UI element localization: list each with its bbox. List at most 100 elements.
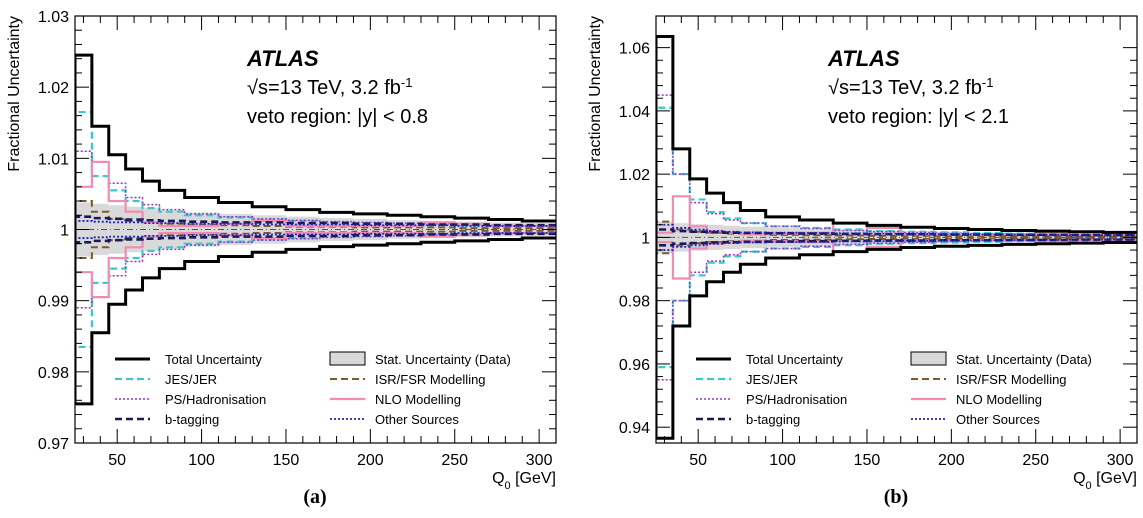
y-tick-label: 1 — [641, 230, 650, 247]
legend-entry: Other Sources — [911, 412, 1040, 427]
legend-label: JES/JER — [165, 372, 217, 387]
legend-entry: NLO Modelling — [911, 392, 1042, 407]
legend-entry: Other Sources — [330, 412, 459, 427]
y-axis-title: Fractional Uncertainty — [6, 16, 23, 172]
series-lower-step — [656, 237, 1137, 251]
chart-panel-2: 0.94 0.96 0.98 1 1.02 1.04 1.06 50 100 150 200 250 3… — [587, 15, 1138, 492]
atlas-label: ATLAS — [827, 46, 900, 71]
series-jes-jer — [656, 106, 1137, 369]
x-tick-label: 200 — [938, 452, 965, 469]
legend-entry: JES/JER — [115, 372, 217, 387]
stat-band-bin — [91, 203, 109, 256]
x-tick-label: 250 — [1022, 452, 1049, 469]
legend-label: Total Uncertainty — [746, 352, 843, 367]
panel-caption: (b) — [884, 486, 908, 508]
legend-label: Other Sources — [375, 412, 459, 427]
legend-label: Stat. Uncertainty (Data) — [375, 352, 511, 367]
stat-band-bin — [125, 206, 143, 253]
series-lower-step — [656, 237, 1137, 369]
legend-entry: PS/Hadronisation — [115, 392, 266, 407]
legend-label: ISR/FSR Modelling — [956, 372, 1067, 387]
series-lower-step — [656, 237, 1137, 255]
legend-entry: ISR/FSR Modelling — [330, 372, 486, 387]
y-tick-label: 0.96 — [619, 357, 650, 374]
series-upper-step — [656, 223, 1137, 238]
series-other-sources — [656, 223, 1137, 251]
legend-label: b-tagging — [165, 412, 219, 427]
legend-entry: PS/Hadronisation — [696, 392, 847, 407]
legend-label: PS/Hadronisation — [165, 392, 266, 407]
y-tick-label: 0.94 — [619, 420, 650, 437]
legend-entry: Total Uncertainty — [696, 352, 843, 367]
chart-panel-1: 0.97 0.98 0.99 1 1.01 1.02 1.03 50 100 150 200 250 3… — [6, 9, 557, 492]
legend-label: PS/Hadronisation — [746, 392, 847, 407]
x-tick-label: 100 — [769, 452, 796, 469]
energy-lumi-label: √s=13 TeV, 3.2 fb-1 — [828, 75, 993, 100]
plot-area — [75, 53, 556, 406]
series-lower-step — [656, 237, 1137, 440]
legend-label: b-tagging — [746, 412, 800, 427]
x-axis-title: Q0 [GeV] — [492, 470, 556, 492]
x-tick-label: 200 — [357, 452, 384, 469]
y-tick-label: 1.02 — [619, 167, 650, 184]
legend-entry: JES/JER — [696, 372, 798, 387]
stat-band-bin — [1035, 233, 1070, 242]
x-tick-label: 250 — [441, 452, 468, 469]
energy-lumi-label: √s=13 TeV, 3.2 fb-1 — [247, 75, 412, 100]
series-upper-step — [656, 106, 1137, 238]
series-nlo-modelling — [75, 160, 556, 299]
y-tick-label: 1.01 — [38, 151, 69, 168]
legend-label: JES/JER — [746, 372, 798, 387]
y-tick-label: 1.06 — [619, 41, 650, 58]
x-tick-label: 300 — [526, 452, 553, 469]
legend-label: NLO Modelling — [375, 392, 461, 407]
veto-region-label: veto region: |y| < 0.8 — [247, 106, 428, 128]
legend-swatch — [329, 351, 366, 366]
series-upper-step — [75, 160, 556, 230]
plot-area — [656, 35, 1137, 440]
legend-label: Other Sources — [956, 412, 1040, 427]
x-tick-label: 300 — [1107, 452, 1134, 469]
legend-label: Total Uncertainty — [165, 352, 262, 367]
x-tick-label: 50 — [108, 452, 126, 469]
series-upper-step — [656, 35, 1137, 238]
y-tick-label: 1.03 — [38, 9, 69, 26]
legend-label: ISR/FSR Modelling — [375, 372, 486, 387]
y-tick-label: 0.98 — [38, 365, 69, 382]
legend-label: Stat. Uncertainty (Data) — [956, 352, 1092, 367]
legend-entry: Stat. Uncertainty (Data) — [329, 351, 511, 367]
atlas-label: ATLAS — [246, 46, 319, 71]
y-tick-label: 0.98 — [619, 294, 650, 311]
legend: Total Uncertainty Stat. Uncertainty (Data… — [696, 351, 1092, 427]
series-b-tagging — [75, 215, 556, 244]
x-tick-label: 100 — [188, 452, 215, 469]
series-lower-step — [75, 229, 556, 406]
x-axis-title: Q0 [GeV] — [1073, 470, 1137, 492]
x-tick-label: 150 — [854, 452, 881, 469]
stat-band-bin — [1001, 232, 1036, 243]
x-tick-label: 50 — [689, 452, 707, 469]
legend-swatch — [910, 351, 947, 366]
series-upper-step — [75, 53, 556, 230]
legend-entry: Stat. Uncertainty (Data) — [910, 351, 1092, 367]
series-isr-fsr-modelling — [656, 220, 1137, 255]
series-lower-step — [75, 229, 556, 349]
series-upper-step — [656, 220, 1137, 238]
y-tick-label: 0.99 — [38, 294, 69, 311]
plot-frame — [655, 15, 1138, 444]
series-jes-jer — [75, 110, 556, 349]
veto-region-label: veto region: |y| < 2.1 — [828, 106, 1009, 128]
legend-entry: ISR/FSR Modelling — [911, 372, 1067, 387]
y-tick-label: 1.02 — [38, 80, 69, 97]
y-tick-label: 1 — [60, 223, 69, 240]
series-lower-step — [75, 229, 556, 299]
legend-entry: Total Uncertainty — [115, 352, 262, 367]
y-tick-label: 1.04 — [619, 104, 650, 121]
series-upper-step — [75, 215, 556, 230]
series-upper-step — [75, 110, 556, 230]
legend-entry: NLO Modelling — [330, 392, 461, 407]
series-total-uncertainty — [75, 53, 556, 406]
stat-band-bin — [142, 208, 160, 251]
panel-caption: (a) — [303, 486, 326, 508]
